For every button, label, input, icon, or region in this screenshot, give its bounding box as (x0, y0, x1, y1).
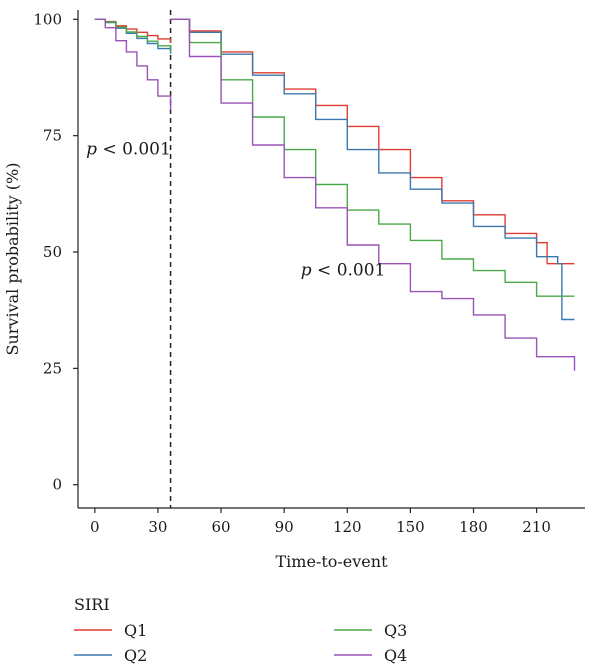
p-value-text: < 0.001 (97, 139, 171, 159)
p-value-annotation: p < 0.001 (86, 139, 171, 159)
y-tick-label: 0 (52, 476, 62, 494)
x-tick-label: 210 (522, 518, 551, 536)
series-line-q3-segment-2 (170, 18, 575, 297)
series-line-q2-segment-2 (170, 18, 575, 321)
legend-label-q4: Q4 (384, 646, 407, 665)
p-value-symbol: p (301, 260, 312, 280)
legend-label-q2: Q2 (124, 646, 147, 665)
y-tick-label: 100 (33, 10, 62, 28)
y-axis-title: Survival probability (%) (3, 163, 22, 356)
legend-title: SIRI (74, 595, 110, 614)
x-tick-label: 30 (148, 518, 167, 536)
p-value-annotation: p < 0.001 (301, 260, 386, 280)
x-tick-label: 90 (275, 518, 294, 536)
series-line-q2-segment-1 (94, 18, 172, 54)
x-tick-label: 120 (333, 518, 362, 536)
x-axis-title: Time-to-event (275, 552, 388, 571)
series-line-q3-segment-1 (94, 18, 172, 51)
x-tick-label: 180 (459, 518, 488, 536)
x-tick-label: 150 (396, 518, 425, 536)
y-tick-label: 75 (43, 127, 62, 145)
legend-label-q1: Q1 (124, 621, 147, 640)
y-tick-label: 25 (43, 359, 62, 377)
legend-label-q3: Q3 (384, 621, 407, 640)
x-tick-label: 60 (212, 518, 231, 536)
series-line-q4-segment-1 (94, 18, 172, 111)
y-tick-label: 50 (43, 243, 62, 261)
series-line-q1-segment-2 (170, 18, 575, 265)
series-layer (94, 18, 576, 371)
legend: SIRI Q1 Q2 Q3 Q4 (74, 595, 407, 665)
p-value-symbol: p (86, 139, 97, 159)
p-value-text: < 0.001 (312, 260, 386, 280)
series-line-q4-segment-2 (170, 18, 576, 371)
x-tick-label: 0 (90, 518, 100, 536)
axes: 0 30 60 90 120 150 180 210 0 25 50 75 100 Time-to-eve… (3, 10, 585, 571)
